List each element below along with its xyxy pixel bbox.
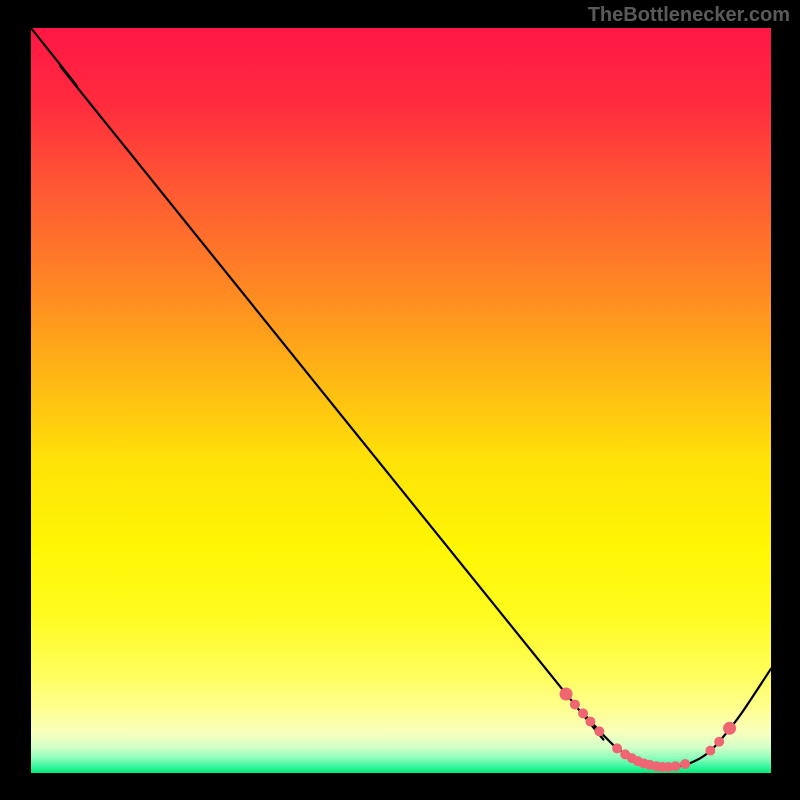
data-marker [723, 722, 736, 735]
data-marker [714, 737, 724, 747]
data-marker [570, 699, 580, 709]
plot-background [31, 28, 771, 773]
data-marker [705, 746, 715, 756]
data-marker [594, 726, 604, 736]
chart-container: { "watermark": "TheBottlenecker.com", "c… [0, 0, 800, 800]
data-marker [671, 761, 681, 771]
data-marker [585, 717, 595, 727]
data-marker [612, 743, 622, 753]
watermark-text: TheBottlenecker.com [588, 4, 790, 27]
data-marker [578, 708, 588, 718]
data-marker [560, 688, 573, 701]
bottleneck-chart [0, 0, 800, 800]
data-marker [680, 759, 690, 769]
